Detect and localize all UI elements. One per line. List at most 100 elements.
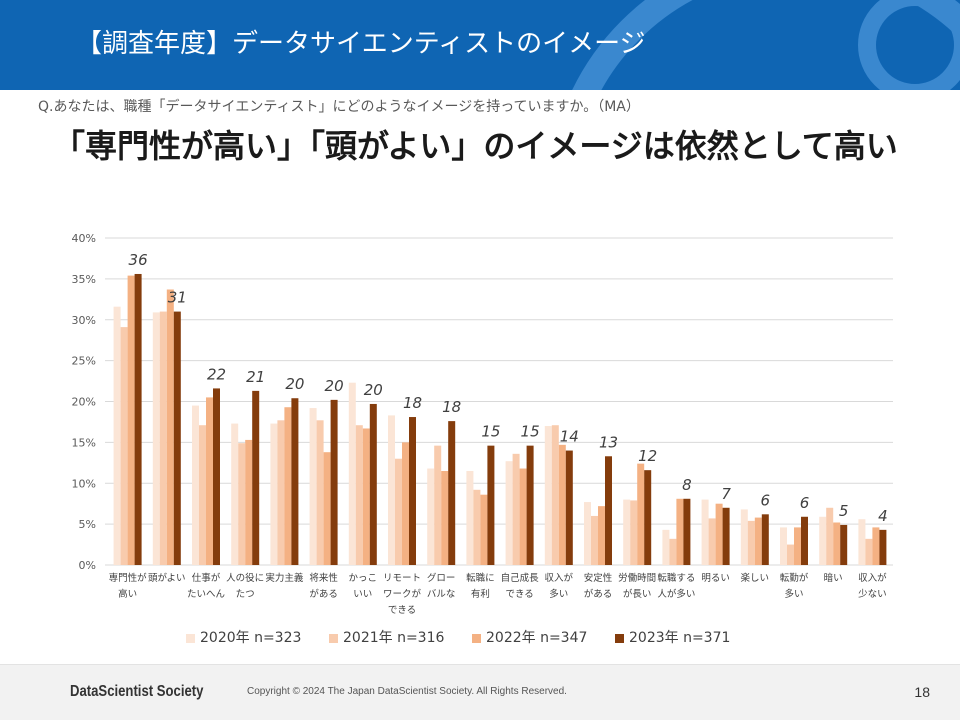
bar-series2-cat7: [355, 425, 363, 565]
bar-series3-cat20: [872, 527, 880, 565]
bar-series3-cat16: [715, 503, 723, 565]
bar-series3-cat10: [480, 494, 488, 565]
bar-series2-cat11: [512, 453, 520, 565]
bar-series2-cat13: [591, 515, 598, 565]
bar-series2-cat19: [826, 507, 834, 565]
bar-series4-cat19: [840, 524, 848, 565]
data-label: 36: [129, 251, 148, 269]
data-label: 12: [638, 447, 657, 465]
slide-title: 【調査年度】データサイエンティストのイメージ: [76, 29, 646, 59]
bar-series3-cat3: [206, 397, 213, 565]
bar-series4-cat5: [291, 398, 299, 565]
bar-series2-cat2: [159, 311, 167, 565]
data-label: 18: [442, 398, 461, 416]
legend-item-2020: 2020年 n=323: [186, 628, 306, 648]
bar-series1-cat8: [388, 415, 395, 565]
legend-swatch-2020: [186, 633, 195, 643]
bar-series1-cat12: [544, 426, 552, 565]
legend-label-2022: 2022年 n=347: [486, 630, 588, 646]
legend-swatch-2022: [472, 633, 481, 643]
bar-series2-cat10: [473, 489, 481, 565]
y-tick-label: 40%: [72, 232, 96, 245]
survey-question: Q.あなたは、職種「データサイエンティスト」にどのようなイメージを持っていますか…: [38, 99, 640, 115]
data-label: 18: [403, 394, 422, 412]
chart-legend: 2020年 n=323 2021年 n=316 2022年 n=347 2023…: [186, 628, 735, 648]
data-label: 8: [682, 476, 692, 494]
bar-series2-cat3: [199, 425, 206, 565]
bar-series3-cat5: [284, 407, 292, 565]
bar-series1-cat3: [192, 405, 199, 565]
data-label: 22: [207, 365, 226, 383]
data-label: 6: [761, 491, 771, 509]
bar-series4-cat1: [134, 273, 142, 565]
bar-series1-cat7: [348, 382, 356, 565]
bar-series3-cat2: [166, 289, 174, 565]
header-decoration-ring-small: [858, 0, 960, 90]
bar-series3-cat12: [558, 444, 566, 565]
y-tick-label: 25%: [72, 355, 96, 368]
bar-series3-cat4: [245, 439, 253, 565]
bar-series4-cat15: [683, 498, 691, 565]
bar-chart: 0% 5% 10% 15% 20% 25% 30% 35% 40% 36 31 22 21 20 20 20 1…: [72, 232, 893, 572]
bar-series2-cat20: [865, 538, 873, 565]
header-bar: 【調査年度】データサイエンティストのイメージ: [0, 0, 960, 90]
bar-series3-cat1: [127, 275, 135, 565]
bar-series1-cat9: [427, 468, 435, 565]
data-label: 20: [325, 377, 344, 395]
bar-series2-cat4: [238, 443, 246, 565]
bar-series1-cat17: [740, 509, 748, 565]
bar-series3-cat9: [441, 470, 449, 565]
y-tick-label: 20%: [72, 396, 96, 409]
bar-series4-cat8: [409, 417, 416, 565]
y-tick-label: 5%: [79, 518, 96, 531]
bar-series1-cat16: [701, 499, 709, 565]
footer-bar: DataScientist Society Copyright © 2024 T…: [0, 664, 960, 720]
legend-label-2023: 2023年 n=371: [629, 630, 731, 646]
bar-series3-cat17: [754, 517, 762, 565]
bar-series3-cat19: [833, 522, 841, 565]
bar-series4-cat6: [330, 399, 338, 565]
bar-series4-cat13: [605, 456, 612, 565]
copyright-text: Copyright © 2024 The Japan DataScientist…: [247, 686, 567, 697]
bar-series1-cat19: [819, 516, 827, 565]
data-label: 7: [721, 485, 731, 503]
bar-series4-cat7: [369, 403, 377, 565]
bar-series4-cat3: [213, 388, 220, 565]
data-label: 20: [285, 375, 304, 393]
bar-series3-cat14: [637, 463, 645, 565]
data-label: 21: [246, 368, 265, 386]
legend-item-2022: 2022年 n=347: [472, 628, 592, 648]
bar-series3-cat8: [402, 442, 409, 565]
bar-series1-cat4: [231, 423, 239, 565]
legend-item-2023: 2023年 n=371: [615, 628, 735, 648]
data-label: 5: [839, 502, 849, 520]
legend-swatch-2023: [615, 633, 624, 643]
bar-series4-cat20: [879, 529, 887, 565]
data-label: 13: [599, 433, 618, 451]
legend-label-2020: 2020年 n=323: [200, 630, 302, 646]
bar-series1-cat10: [466, 470, 474, 565]
bar-series4-cat11: [526, 445, 534, 565]
headline: 「専門性が高い」「頭がよい」のイメージは依然として高い: [53, 127, 898, 165]
y-tick-label: 35%: [72, 273, 96, 286]
data-label: 15: [481, 423, 500, 441]
bar-series3-cat6: [323, 452, 331, 565]
y-tick-label: 10%: [72, 477, 96, 490]
bar-series4-cat2: [173, 311, 181, 565]
y-tick-label: 15%: [72, 436, 96, 449]
bar-series4-cat14: [644, 470, 652, 565]
bar-series4-cat16: [722, 507, 730, 565]
bar-series2-cat15: [669, 538, 677, 565]
bar-series1-cat14: [623, 499, 631, 565]
bar-series2-cat12: [551, 425, 559, 565]
legend-label-2021: 2021年 n=316: [343, 630, 445, 646]
data-label: 4: [878, 507, 888, 525]
data-label: 14: [560, 428, 579, 446]
bar-series2-cat17: [747, 520, 755, 565]
bar-series4-cat17: [761, 514, 769, 565]
bar-series4-cat10: [487, 445, 495, 565]
legend-item-2021: 2021年 n=316: [329, 628, 449, 648]
bar-series1-cat5: [270, 423, 278, 565]
legend-swatch-2021: [329, 633, 338, 643]
bar-series2-cat5: [277, 420, 285, 565]
